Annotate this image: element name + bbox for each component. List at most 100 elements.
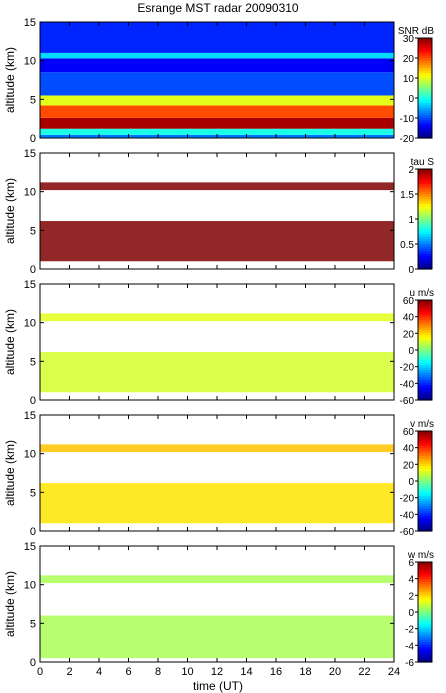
colorbar-segment <box>418 256 432 260</box>
colorbar-segment <box>418 397 432 401</box>
colorbar-segment <box>418 584 432 588</box>
x-tick-label: 6 <box>125 666 131 678</box>
data-layer-2 <box>40 182 394 191</box>
colorbar-segment <box>418 181 432 185</box>
colorbar-segment <box>418 443 432 447</box>
colorbar-segment <box>418 310 432 314</box>
colorbar-segment <box>418 105 432 109</box>
x-tick-label: 14 <box>240 666 252 678</box>
colorbar-segment <box>418 259 432 263</box>
colorbar-segment <box>418 395 432 399</box>
colorbar-segment <box>418 204 432 208</box>
colorbar-segment <box>418 85 432 89</box>
colorbar-segment <box>418 453 432 457</box>
colorbar-label: v m/s <box>410 419 434 430</box>
y-tick-label: 0 <box>30 133 36 145</box>
colorbar-segment <box>418 370 432 374</box>
colorbar-segment <box>418 632 432 636</box>
panel-4: 0 5 10 15 altitude (km) v m/s60 40 20 0 -20 -40 -60 <box>3 410 434 538</box>
colorbar-segment <box>418 624 432 628</box>
panel-3: 0 5 10 15 altitude (km) u m/s60 40 20 0 -20 -40 -60 <box>3 279 434 407</box>
figure-title: Esrange MST radar 20090310 <box>137 1 299 15</box>
colorbar-segment <box>418 337 432 341</box>
colorbar-segment <box>418 602 432 606</box>
colorbar-segment <box>418 118 432 122</box>
colorbar-tick-label: 2 <box>408 165 414 176</box>
colorbar-segment <box>418 390 432 394</box>
y-tick-label: 5 <box>30 94 36 106</box>
colorbar-segment <box>418 226 432 230</box>
y-tick-label: 5 <box>30 225 36 237</box>
colorbar-segment <box>418 654 432 658</box>
colorbar-segment <box>418 169 432 173</box>
colorbar-segment <box>418 65 432 69</box>
colorbar-segment <box>418 219 432 223</box>
colorbar-label: SNR dB <box>398 26 434 37</box>
colorbar-segment <box>418 375 432 379</box>
colorbar-segment <box>418 647 432 651</box>
colorbar-segment <box>418 604 432 608</box>
data-layer-9 <box>40 22 394 53</box>
data-layer-2 <box>40 313 394 322</box>
data-layer-8 <box>40 52 394 59</box>
colorbar-label: tau S <box>411 157 435 168</box>
colorbar-segment <box>418 332 432 336</box>
colorbar-segment <box>418 70 432 74</box>
colorbar-segment <box>418 113 432 117</box>
colorbar-tick-label: 1.5 <box>400 190 414 201</box>
y-tick-label: 15 <box>24 17 36 29</box>
colorbar-tick-label: 1 <box>408 215 414 226</box>
colorbar-segment <box>418 458 432 462</box>
colorbar-segment <box>418 513 432 517</box>
colorbar-segment <box>418 254 432 258</box>
colorbar-segment <box>418 251 432 255</box>
x-tick-label: 18 <box>299 666 311 678</box>
colorbar-segment <box>418 518 432 522</box>
colorbar-segment <box>418 347 432 351</box>
data-layer-6 <box>40 72 394 96</box>
colorbar-segment <box>418 322 432 326</box>
colorbar-tick-label: -20 <box>400 134 415 145</box>
y-tick-label: 15 <box>24 148 36 160</box>
colorbar-segment <box>418 209 432 213</box>
data-layer-4 <box>40 105 394 118</box>
colorbar-tick-label: -6 <box>405 658 414 669</box>
colorbar-segment <box>418 649 432 653</box>
colorbar-segment <box>418 194 432 198</box>
y-tick-label: 10 <box>24 56 36 68</box>
colorbar-segment <box>418 567 432 571</box>
y-tick-label: 0 <box>30 264 36 276</box>
colorbar-segment <box>418 196 432 200</box>
y-tick-label: 10 <box>24 187 36 199</box>
colorbar-segment <box>418 179 432 183</box>
colorbar-segment <box>418 60 432 64</box>
colorbar-segment <box>418 68 432 72</box>
colorbar-segment <box>418 506 432 510</box>
colorbar-segment <box>418 135 432 139</box>
y-tick-label: 10 <box>24 580 36 592</box>
colorbar-tick-label: 0 <box>408 94 414 105</box>
colorbar-tick-label: 4 <box>408 575 414 586</box>
colorbar-segment <box>418 335 432 339</box>
y-tick-label: 15 <box>24 541 36 553</box>
colorbar-segment <box>418 307 432 311</box>
colorbar-segment <box>418 171 432 175</box>
colorbar-segment <box>418 367 432 371</box>
y-tick-label: 0 <box>30 657 36 669</box>
colorbar-segment <box>418 352 432 356</box>
y-tick-label: 5 <box>30 356 36 368</box>
colorbar-segment <box>418 471 432 475</box>
colorbar-segment <box>418 564 432 568</box>
colorbar-segment <box>418 184 432 188</box>
data-layer-2 <box>40 575 394 584</box>
colorbar-segment <box>418 186 432 190</box>
colorbar-segment <box>418 224 432 228</box>
colorbar-segment <box>418 231 432 235</box>
colorbar-segment <box>418 246 432 250</box>
colorbar-segment <box>418 342 432 346</box>
colorbar-segment <box>418 523 432 527</box>
colorbar-segment <box>418 244 432 248</box>
x-tick-label: 10 <box>181 666 193 678</box>
colorbar-tick-label: -40 <box>400 379 415 390</box>
